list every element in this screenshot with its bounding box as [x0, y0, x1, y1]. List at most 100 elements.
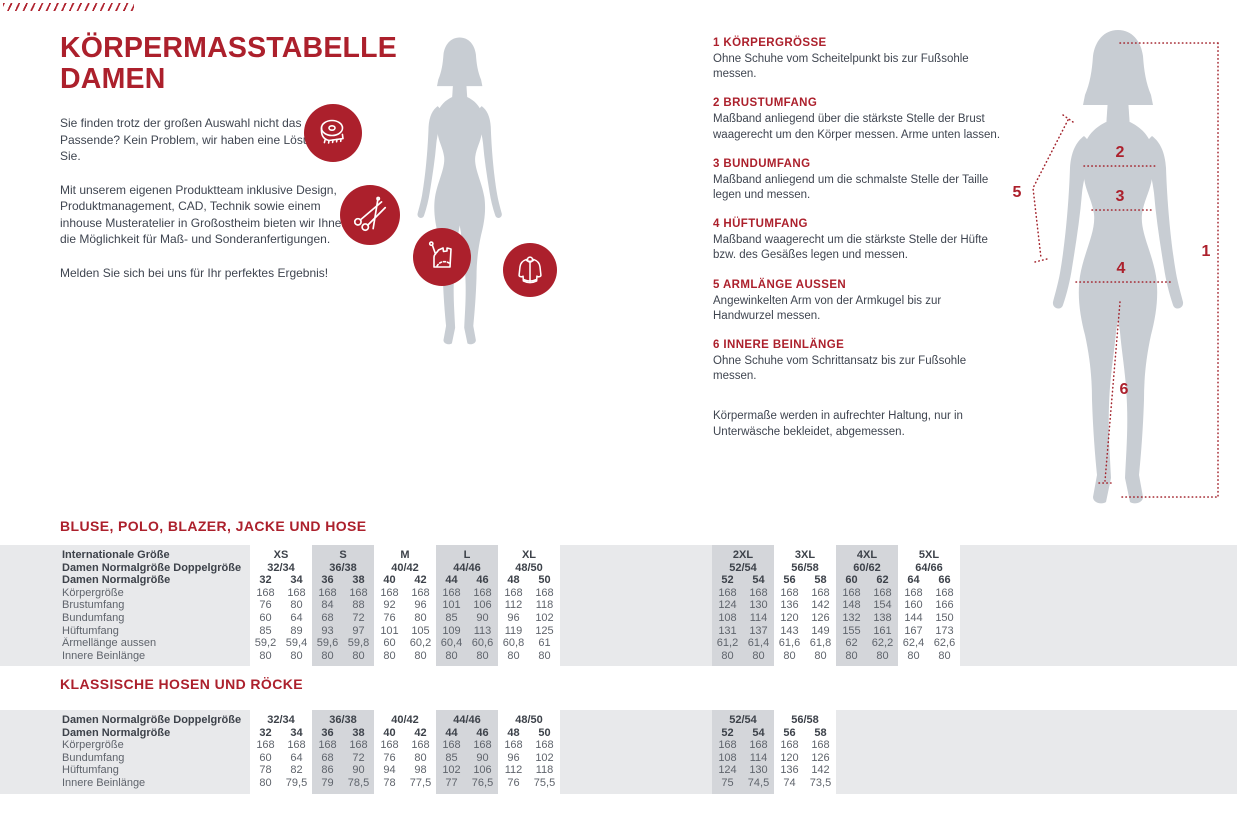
intro-paragraph: Mit unserem eigenen Produktteam inklusiv…	[60, 182, 349, 247]
table-cell: 106	[467, 599, 498, 612]
spacer	[836, 790, 1237, 794]
hatch-decoration	[3, 3, 134, 11]
size-label: 36	[312, 574, 343, 587]
table-cell: 90	[343, 764, 374, 777]
sewing-pattern-badge	[413, 228, 471, 286]
table-cell: 89	[281, 624, 312, 638]
size-group-label: 2XL	[712, 549, 774, 562]
size-group-label: 52/54	[712, 714, 774, 727]
sewing-pattern-icon	[428, 241, 452, 268]
size-label: 42	[405, 574, 436, 587]
table-cell	[560, 574, 712, 587]
table-cell: 72	[343, 611, 374, 625]
table-cell: 101	[374, 624, 405, 638]
instruction-title: 3 BUNDUMFANG	[713, 157, 811, 170]
instructions-list: 1 KÖRPERGRÖSSE Ohne Schuhe vom Scheitelpu…	[713, 37, 1005, 384]
table-cell	[960, 574, 1237, 587]
spacer	[898, 545, 960, 549]
table-cell: 86	[312, 764, 343, 777]
table-cell: 124	[712, 599, 743, 612]
spacer	[250, 789, 312, 794]
table-cell: 142	[805, 764, 836, 777]
table-cell: 80	[374, 649, 405, 663]
table-cell	[560, 599, 712, 612]
table-cell: 80	[836, 649, 867, 663]
table-cell: 90	[467, 751, 498, 765]
spacer	[498, 789, 560, 794]
size-label: 40	[374, 574, 405, 587]
table-cell: 126	[805, 611, 836, 625]
table-row-label: Innere Beinlänge	[62, 649, 146, 662]
size-label: 64	[898, 574, 929, 587]
size-group-label: 64/66	[898, 561, 960, 575]
table-cell: 168	[774, 586, 805, 600]
instruction-text: Maßband anliegend um die schmalste Stell…	[713, 173, 989, 202]
table-cell: 142	[805, 599, 836, 612]
table-cell	[560, 612, 712, 625]
instruction-item: 5 ARMLÄNGE AUSSEN Angewinkelten Arm von d…	[713, 279, 1005, 324]
table-cell: 167	[898, 624, 929, 638]
table-title-blouses: BLUSE, POLO, BLAZER, JACKE UND HOSE	[60, 518, 367, 534]
table-cell	[560, 727, 712, 740]
table-cell: 75	[712, 776, 743, 790]
table-cell: 80	[867, 649, 898, 663]
table-cell: 168	[712, 586, 743, 600]
spacer	[374, 710, 436, 714]
table-cell: 102	[436, 764, 467, 777]
table-cell: 73,5	[805, 776, 836, 790]
table-cell: 118	[529, 599, 560, 612]
size-label: 58	[805, 726, 836, 740]
size-group-label: 36/38	[312, 714, 374, 727]
table-cell: 96	[405, 599, 436, 612]
table-cell: 161	[867, 624, 898, 638]
table-cell: 168	[281, 739, 312, 752]
table-cell: 80	[498, 649, 529, 663]
table-cell: 168	[743, 586, 774, 600]
table-cell: 168	[250, 739, 281, 752]
table-cell	[960, 562, 1237, 575]
spacer	[712, 545, 774, 549]
size-group-label: 32/34	[250, 561, 312, 575]
table-cell	[836, 752, 1237, 765]
measure-label-6: 6	[1120, 381, 1129, 398]
table-cell	[560, 625, 712, 638]
table-cell: 136	[774, 764, 805, 777]
table-cell	[560, 650, 712, 663]
table-cell: 60,6	[467, 637, 498, 650]
table-cell: 80	[898, 649, 929, 663]
table-cell: 137	[743, 624, 774, 638]
instruction-text: Angewinkelten Arm von der Armkugel bis z…	[713, 294, 942, 322]
measuring-tape-badge	[304, 104, 362, 162]
table-cell: 160	[898, 599, 929, 612]
size-group-label: 48/50	[498, 714, 560, 727]
table-row-label: Hüftumfang	[62, 764, 119, 777]
table-cell: 77,5	[405, 776, 436, 790]
table-cell: 85	[436, 611, 467, 625]
table-cell: 168	[529, 586, 560, 600]
table-cell: 93	[312, 624, 343, 638]
instruction-title: 4 HÜFTUMFANG	[713, 218, 808, 231]
size-table-trousers: Damen Normalgröße Doppelgröße 32/34 36/38 4…	[0, 710, 1237, 794]
table-cell	[836, 739, 1237, 752]
size-label: 54	[743, 726, 774, 740]
table-cell: 80	[743, 649, 774, 663]
table-cell	[960, 625, 1237, 638]
size-label: 42	[405, 726, 436, 740]
table-cell: 101	[436, 599, 467, 612]
table-cell: 138	[867, 611, 898, 625]
table-cell: 113	[467, 624, 498, 638]
table-cell: 78,5	[343, 776, 374, 790]
table-cell: 61,6	[774, 637, 805, 650]
size-label: 32	[250, 574, 281, 587]
size-label: 34	[281, 726, 312, 740]
table-cell: 62,6	[929, 637, 960, 650]
table-title-trousers: KLASSISCHE HOSEN UND RÖCKE	[60, 676, 303, 692]
table-cell: 130	[743, 599, 774, 612]
size-table-grid: Damen Normalgröße Doppelgröße 32/34 36/38 4…	[0, 710, 1237, 794]
instruction-text: Ohne Schuhe vom Schrittansatz bis zur Fu…	[713, 355, 967, 383]
table-cell: 80	[467, 649, 498, 663]
size-label: 44	[436, 726, 467, 740]
measure-label-3: 3	[1116, 188, 1125, 205]
table-cell: 168	[436, 739, 467, 752]
table-cell: 61,4	[743, 637, 774, 650]
